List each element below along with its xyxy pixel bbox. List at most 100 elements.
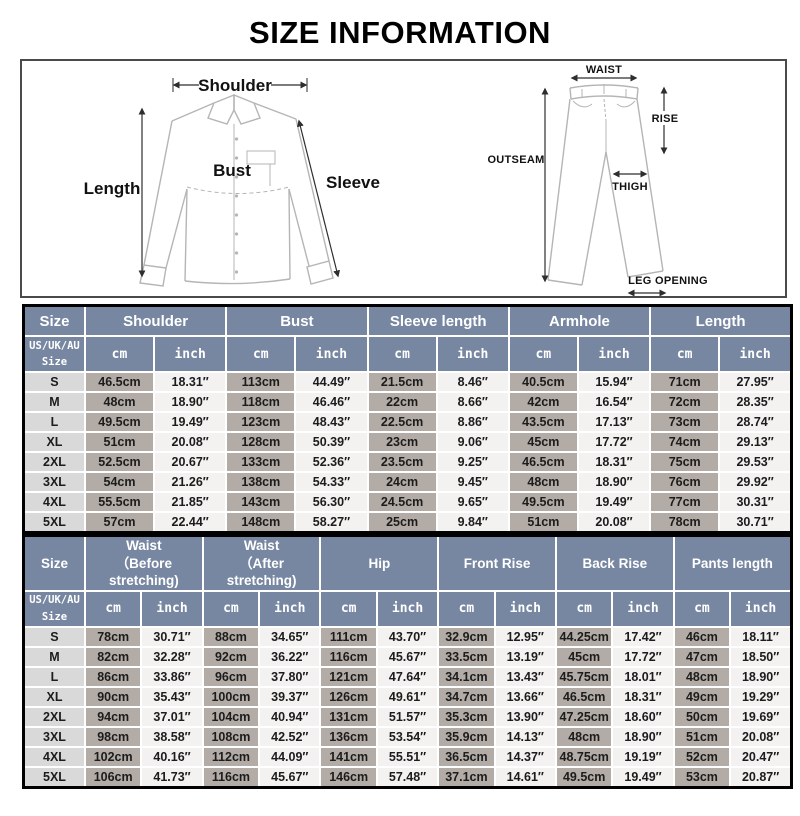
size-cell: M [22, 645, 86, 668]
measurement-diagram: Shoulder Length Bust Sleeve [20, 59, 787, 298]
cm-value: 37.1cm [437, 765, 496, 789]
shirt-drawing [139, 93, 334, 287]
size-cell: 2XL [22, 705, 86, 728]
table-row: 5XL 57cm 22.44″ 148cm 58.27″ 25cm 9.84″ 51cm 20.… [22, 511, 793, 534]
inch-value: 45.67″ [375, 645, 440, 668]
inch-value: 20.87″ [729, 765, 793, 789]
size-cell: S [22, 371, 86, 393]
shoulder-label: Shoulder [198, 76, 272, 95]
inch-value: 19.69″ [729, 705, 793, 728]
table-row: 5XL 106cm 41.73″ 116cm 45.67″ 146cm 57.48″ 37.1… [22, 765, 793, 789]
inch-value: 19.29″ [729, 685, 793, 708]
cm-value: 131cm [319, 705, 378, 728]
cm-value: 45cm [554, 645, 614, 668]
inch-value: 37.80″ [258, 665, 322, 688]
inch-value: 20.08″ [576, 511, 652, 534]
inch-value: 41.73″ [140, 765, 204, 789]
cm-value: 51cm [507, 511, 579, 534]
cm-value: 94cm [83, 705, 143, 728]
unit-inch: inch [611, 589, 675, 628]
inch-value: 20.67″ [153, 451, 228, 473]
tops-header-bust: Bust [225, 304, 369, 337]
inch-value: 28.74″ [718, 411, 793, 433]
cm-value: 133cm [225, 451, 297, 473]
inch-value: 55.51″ [375, 745, 440, 768]
inch-value: 17.72″ [611, 645, 675, 668]
cm-value: 48cm [83, 391, 156, 413]
tops-header-armhole: Armhole [507, 304, 652, 337]
inch-value: 40.16″ [140, 745, 204, 768]
cm-value: 23cm [366, 431, 438, 453]
rise-label-backdrop [646, 111, 684, 125]
table-row: M 48cm 18.90″ 118cm 46.46″ 22cm 8.66″ 42cm 16.54… [22, 391, 793, 413]
cm-value: 25cm [366, 511, 438, 534]
cm-value: 78cm [83, 625, 143, 648]
inch-value: 17.42″ [611, 625, 675, 648]
cm-value: 82cm [83, 645, 143, 668]
unit-inch: inch [140, 589, 204, 628]
cm-value: 100cm [201, 685, 261, 708]
cm-value: 88cm [201, 625, 261, 648]
bottoms-unit-header-row: US/UK/AU Size cm inch cm inch cm inch cm… [22, 589, 793, 628]
cm-value: 46.5cm [507, 451, 579, 473]
cm-value: 49.5cm [554, 765, 614, 789]
unit-inch: inch [729, 589, 793, 628]
inch-value: 29.92″ [718, 471, 793, 493]
inch-value: 29.13″ [718, 431, 793, 453]
unit-inch: inch [153, 335, 228, 373]
table-row: S 46.5cm 18.31″ 113cm 44.49″ 21.5cm 8.46″ 40.5c… [22, 371, 793, 393]
rise-label: RISE [652, 113, 679, 125]
inch-value: 46.46″ [294, 391, 369, 413]
cm-value: 146cm [319, 765, 378, 789]
cm-value: 46cm [672, 625, 732, 648]
tops-header-sleeve-length: Sleeve length [366, 304, 510, 337]
inch-value: 34.65″ [258, 625, 322, 648]
leg-opening-label: LEG OPENING [628, 275, 708, 287]
inch-value: 17.72″ [576, 431, 652, 453]
inch-value: 18.90″ [153, 391, 228, 413]
tops-size-subheader: US/UK/AU Size [22, 335, 86, 373]
inch-value: 20.08″ [729, 725, 793, 748]
cm-value: 74cm [649, 431, 721, 453]
cm-value: 77cm [649, 491, 721, 513]
tops-header-shoulder: Shoulder [83, 304, 228, 337]
inch-value: 8.46″ [435, 371, 510, 393]
size-cell: M [22, 391, 86, 413]
inch-value: 47.64″ [375, 665, 440, 688]
shirt-buttons [234, 137, 239, 274]
bottoms-table-body: S 78cm 30.71″ 88cm 34.65″ 111cm 43.70″ 32.9cm 12… [22, 625, 793, 789]
inch-value: 13.90″ [493, 705, 557, 728]
unit-inch: inch [435, 335, 510, 373]
cm-value: 51cm [83, 431, 156, 453]
inch-value: 57.48″ [375, 765, 440, 789]
cm-value: 48cm [672, 665, 732, 688]
inch-value: 12.95″ [493, 625, 557, 648]
cm-value: 47cm [672, 645, 732, 668]
unit-cm: cm [507, 335, 579, 373]
cm-value: 35.9cm [437, 725, 496, 748]
cm-value: 42cm [507, 391, 579, 413]
inch-value: 27.95″ [718, 371, 793, 393]
cm-value: 118cm [225, 391, 297, 413]
tops-size-header: Size [22, 304, 86, 337]
cm-value: 116cm [319, 645, 378, 668]
cm-value: 49.5cm [83, 411, 156, 433]
unit-cm: cm [437, 589, 496, 628]
inch-value: 44.49″ [294, 371, 369, 393]
inch-value: 51.57″ [375, 705, 440, 728]
cm-value: 116cm [201, 765, 261, 789]
cm-value: 71cm [649, 371, 721, 393]
cm-value: 51cm [672, 725, 732, 748]
cm-value: 86cm [83, 665, 143, 688]
table-row: 3XL 98cm 38.58″ 108cm 42.52″ 136cm 53.54″ 35.9c… [22, 725, 793, 748]
cm-value: 102cm [83, 745, 143, 768]
unit-inch: inch [294, 335, 369, 373]
inch-value: 39.37″ [258, 685, 322, 708]
size-cell: 2XL [22, 451, 86, 473]
cm-value: 43.5cm [507, 411, 579, 433]
cm-value: 54cm [83, 471, 156, 493]
cm-value: 34.7cm [437, 685, 496, 708]
inch-value: 20.47″ [729, 745, 793, 768]
cm-value: 121cm [319, 665, 378, 688]
cm-value: 55.5cm [83, 491, 156, 513]
